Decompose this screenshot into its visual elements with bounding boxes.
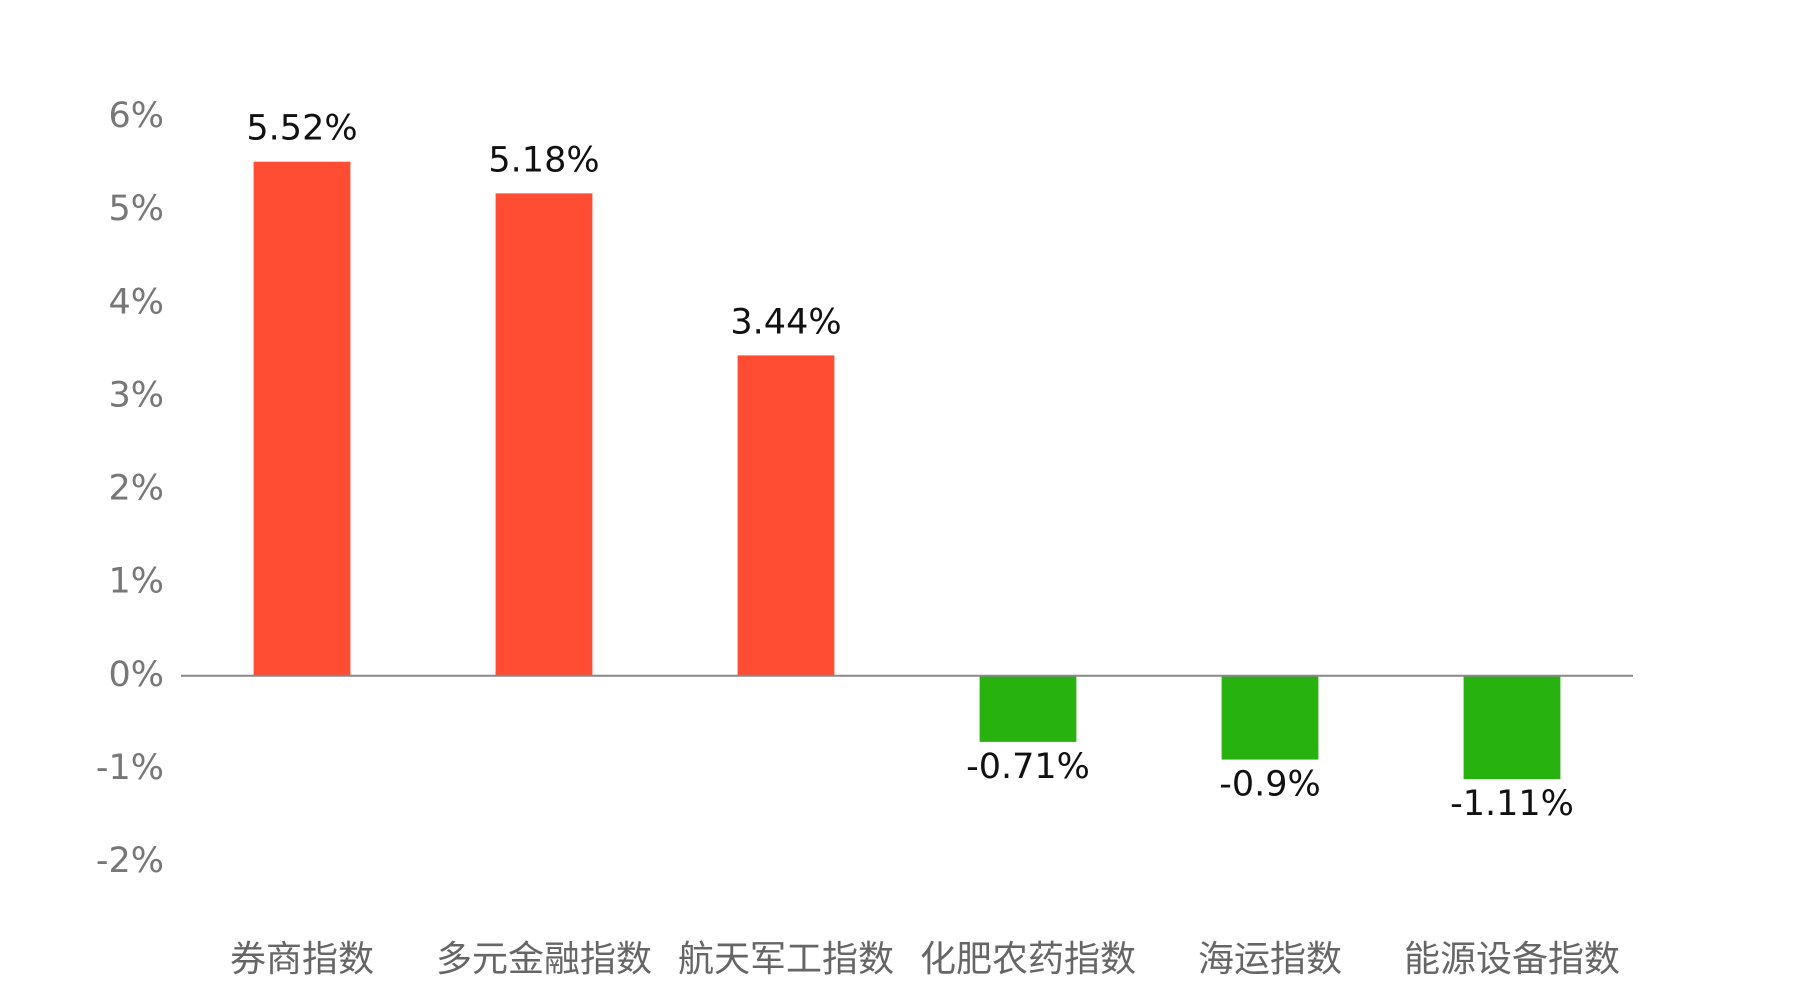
value-label: 5.18% <box>488 140 599 180</box>
y-tick-label: 0% <box>108 655 164 695</box>
x-tick-label: 券商指数 <box>230 939 374 980</box>
y-tick-label: -1% <box>96 748 164 788</box>
y-tick-label: -2% <box>96 841 164 881</box>
y-tick-label: 3% <box>108 375 164 415</box>
y-tick-label: 2% <box>108 469 164 509</box>
x-tick-label: 航天军工指数 <box>678 939 894 980</box>
value-label: -1.11% <box>1450 784 1574 824</box>
x-tick-label: 海运指数 <box>1198 939 1342 980</box>
bar <box>1463 675 1561 780</box>
bar <box>979 675 1077 742</box>
value-label: 5.52% <box>246 109 357 149</box>
bar <box>737 355 835 676</box>
y-tick-label: 1% <box>108 562 164 602</box>
y-tick-label: 4% <box>108 282 164 322</box>
x-tick-label: 化肥农药指数 <box>920 939 1136 980</box>
value-label: 3.44% <box>730 302 841 342</box>
value-label: -0.9% <box>1219 765 1321 805</box>
value-label: -0.71% <box>966 747 1090 787</box>
y-tick-label: 6% <box>108 96 164 136</box>
x-tick-label: 多元金融指数 <box>436 939 652 980</box>
x-tick-label: 能源设备指数 <box>1404 939 1620 980</box>
y-tick-label: 5% <box>108 189 164 229</box>
bar <box>1221 675 1319 760</box>
bar <box>495 193 593 676</box>
bar <box>253 161 351 676</box>
